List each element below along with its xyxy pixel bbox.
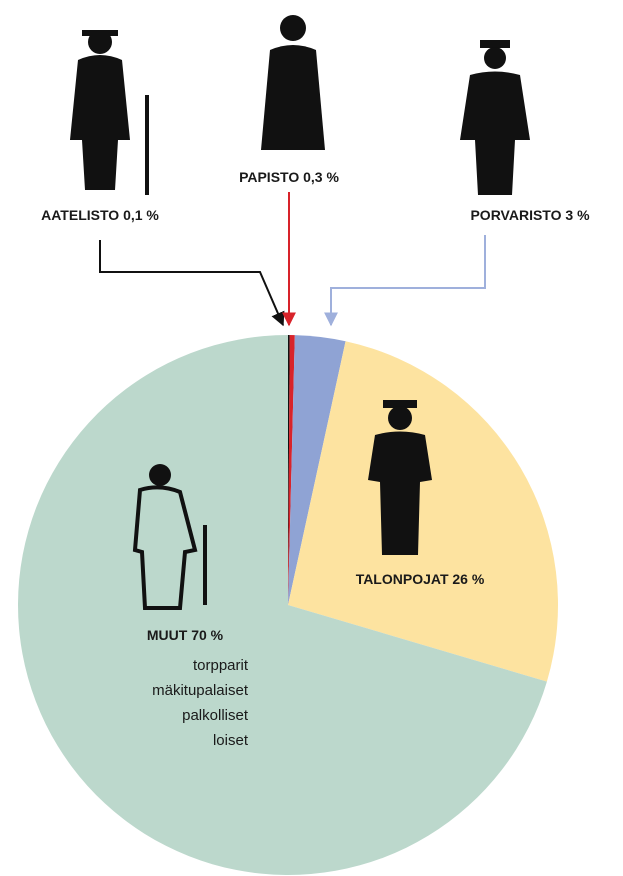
- category: AATELISTO: [41, 207, 119, 223]
- figure-priest: [261, 15, 325, 150]
- pie: [18, 335, 558, 875]
- annotation: torpparit: [193, 657, 249, 674]
- annotation: palkolliset: [182, 707, 249, 724]
- label: PORVARISTO 3 %: [470, 207, 590, 223]
- arrow: [331, 235, 485, 325]
- value-label: 0,3 %: [303, 169, 339, 185]
- figure-burgher: [460, 40, 530, 195]
- label: MUUT 70 %: [147, 627, 224, 643]
- label: PAPISTO 0,3 %: [239, 169, 339, 185]
- arrow: [100, 240, 283, 325]
- category: PORVARISTO: [470, 207, 561, 223]
- value-label: 3 %: [565, 207, 590, 223]
- annotation: loiset: [213, 732, 249, 749]
- label: AATELISTO 0,1 %: [41, 207, 159, 223]
- label: TALONPOJAT 26 %: [356, 571, 485, 587]
- value-label: 0,1 %: [123, 207, 159, 223]
- chart: AATELISTO 0,1 % PAPISTO 0,3 % PORVARISTO…: [0, 0, 623, 876]
- category: TALONPOJAT: [356, 571, 449, 587]
- category: PAPISTO: [239, 169, 299, 185]
- category: MUUT: [147, 627, 188, 643]
- annotation: mäkitupalaiset: [152, 682, 249, 699]
- value-label: 70 %: [191, 627, 223, 643]
- figure-noble: [70, 30, 149, 195]
- value-label: 26 %: [452, 571, 484, 587]
